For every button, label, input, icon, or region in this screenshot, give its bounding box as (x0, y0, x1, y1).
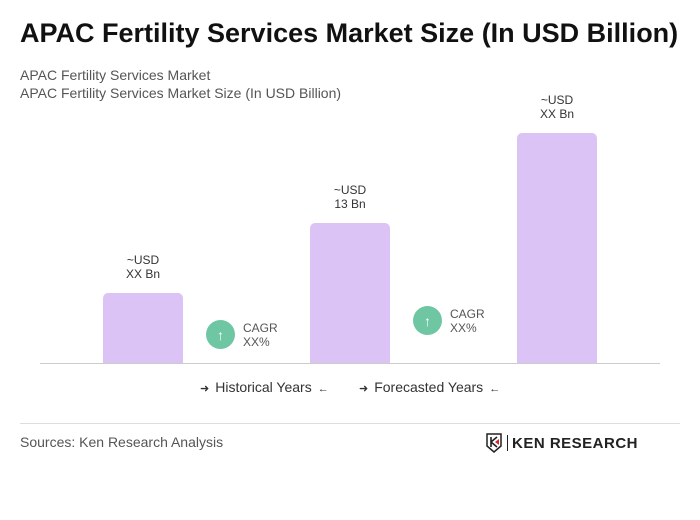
arrow-left-icon: ← (489, 383, 501, 395)
cagr-value: XX% (450, 320, 477, 335)
data-label-1: ~USD XX Bn (93, 253, 193, 281)
cagr-badge-1: ↑ CAGR XX% (206, 320, 278, 349)
bar-chart: ~USD XX Bn ~USD 13 Bn ~USD XX Bn (93, 93, 607, 363)
legend-forecasted: ➜ Forecasted Years ← (359, 379, 506, 395)
page-title: APAC Fertility Services Market Size (In … (20, 18, 679, 48)
data-label-line1: ~USD (540, 92, 574, 107)
arrow-up-icon: ↑ (206, 320, 235, 349)
legend-historical: ➜ Historical Years ← (200, 379, 335, 395)
arrow-right-icon: ➜ (359, 383, 369, 395)
data-label-line2: 13 Bn (334, 197, 366, 211)
legend-label: Historical Years (215, 379, 312, 395)
subtitle-2: APAC Fertility Services Market Size (In … (20, 85, 342, 101)
data-label-line1: ~USD (333, 183, 367, 197)
legend-label: Forecasted Years (374, 379, 484, 395)
data-label-line2: XX Bn (539, 106, 575, 121)
cagr-label: CAGR (243, 320, 278, 335)
subtitle: APAC Fertility Services Market (20, 67, 211, 83)
bar-1 (103, 293, 183, 363)
bar-2 (310, 223, 390, 363)
cagr-label: CAGR (450, 306, 485, 321)
cagr-value: XX% (243, 334, 270, 349)
logo-k-icon (486, 433, 502, 453)
ken-research-logo: KEN RESEARCH (486, 433, 638, 453)
data-label-2: ~USD 13 Bn (300, 183, 400, 211)
bar-3 (517, 132, 597, 363)
x-axis-line (40, 363, 660, 364)
cagr-badge-2: ↑ CAGR XX% (413, 306, 485, 335)
data-label-3: ~USD XX Bn (507, 93, 607, 121)
sources-note: Sources: Ken Research Analysis (20, 434, 224, 450)
divider (20, 423, 680, 424)
data-label-line1: ~USD (126, 253, 160, 267)
arrow-up-icon: ↑ (413, 306, 442, 335)
arrow-right-icon: ➜ (200, 383, 210, 395)
logo-text: KEN RESEARCH (512, 434, 639, 452)
arrow-left-icon: ← (317, 383, 329, 395)
data-label-line2: XX Bn (125, 267, 161, 281)
